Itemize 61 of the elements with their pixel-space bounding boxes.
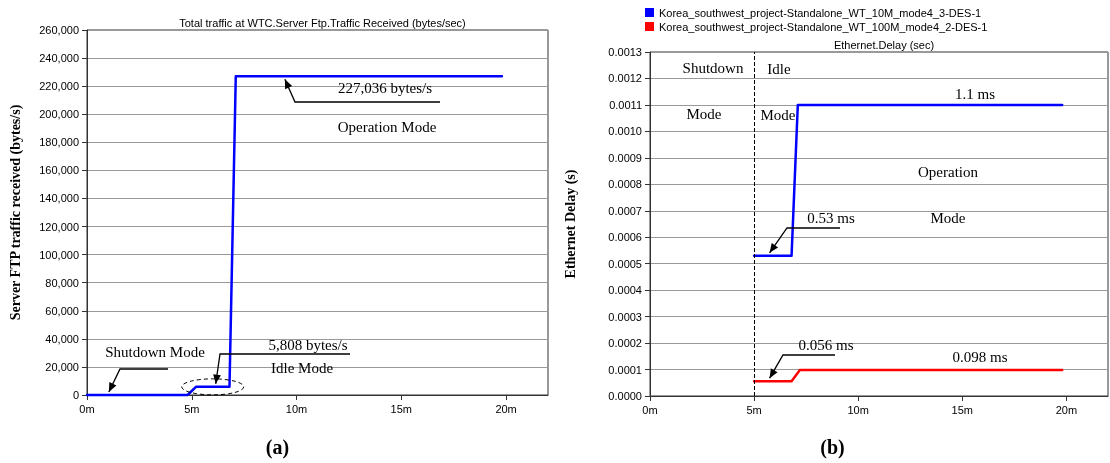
annotation: 0.056 ms bbox=[798, 337, 854, 353]
y-tick-label: 0.0004 bbox=[608, 284, 642, 297]
y-tick-label: 0.0012 bbox=[608, 72, 642, 85]
annotation: Operation bbox=[918, 164, 979, 180]
annotation: Operation Mode bbox=[337, 119, 437, 135]
annotation: Shutdown bbox=[682, 60, 744, 76]
annotation: 0.53 ms bbox=[807, 210, 855, 226]
y-tick-label: 0.0007 bbox=[608, 204, 642, 217]
y-tick-label: 0.0001 bbox=[608, 363, 642, 376]
y-tick-label: 140,000 bbox=[39, 192, 79, 205]
y-tick-label: 40,000 bbox=[45, 332, 79, 345]
legend-label: Korea_southwest_project-Standalone_WT_10M_mode4_3-DES-1 bbox=[659, 6, 982, 19]
x-tick-label: 5m bbox=[184, 402, 200, 415]
y-tick-label: 0.0011 bbox=[609, 98, 642, 111]
text: (a) bbox=[265, 436, 290, 459]
y-tick-label: 0.0010 bbox=[608, 125, 642, 138]
y-tick-label: 0.0002 bbox=[608, 337, 642, 350]
y-tick-label: 0.0013 bbox=[608, 46, 642, 58]
y-tick-label: 180,000 bbox=[39, 136, 79, 149]
x-tick-label: 10m bbox=[847, 403, 869, 416]
annotation: 0.098 ms bbox=[952, 349, 1008, 365]
x-tick-label: 0m bbox=[642, 403, 658, 416]
y-tick-label: 80,000 bbox=[45, 276, 79, 289]
x-tick-label: 0m bbox=[79, 402, 95, 415]
y-tick-label: 60,000 bbox=[45, 304, 79, 317]
y-tick-label: 0.0009 bbox=[608, 151, 642, 164]
y-axis-title: Ethernet Delay (s) bbox=[562, 169, 579, 279]
y-tick-label: 220,000 bbox=[39, 80, 79, 93]
annotation: Idle bbox=[767, 61, 791, 77]
y-tick-label: 260,000 bbox=[39, 24, 79, 36]
x-tick-label: 10m bbox=[285, 402, 308, 415]
y-tick-label: 0.0003 bbox=[608, 310, 642, 323]
annotation: Idle Mode bbox=[270, 360, 334, 376]
annotation: Mode bbox=[760, 107, 796, 123]
y-tick-label: 0.0006 bbox=[608, 231, 642, 244]
y-tick-label: 0.0005 bbox=[608, 257, 642, 270]
x-tick-label: 5m bbox=[746, 403, 762, 416]
x-tick-label: 20m bbox=[495, 402, 517, 415]
annotation: 227,036 bytes/s bbox=[337, 80, 433, 96]
annotation: Mode bbox=[930, 210, 966, 226]
annotation: 1.1 ms bbox=[954, 86, 996, 102]
x-tick-label: 20m bbox=[1055, 403, 1078, 416]
y-tick-label: 0 bbox=[72, 389, 79, 401]
y-tick-label: 0.0008 bbox=[608, 178, 642, 191]
y-tick-label: 160,000 bbox=[39, 164, 79, 177]
annotation: Mode bbox=[686, 106, 722, 122]
y-tick-label: 100,000 bbox=[39, 248, 79, 261]
y-tick-label: 200,000 bbox=[39, 108, 79, 121]
legend-label: Korea_southwest_project-Standalone_WT_100M_mode4_2-DES-1 bbox=[659, 20, 988, 33]
x-tick-label: 15m bbox=[951, 403, 973, 416]
annotation: 5,808 bytes/s bbox=[268, 337, 348, 353]
y-axis-title: Server FTP traffic received (bytes/s) bbox=[7, 104, 24, 321]
y-tick-label: 120,000 bbox=[39, 220, 79, 233]
text: (b) bbox=[820, 436, 845, 459]
chart-title: Ethernet.Delay (sec) bbox=[833, 38, 935, 51]
annotation: Shutdown Mode bbox=[105, 344, 206, 360]
x-tick-label: 15m bbox=[390, 402, 413, 415]
y-tick-label: 240,000 bbox=[39, 52, 79, 65]
chart-title: Total traffic at WTC.Server Ftp.Traffic Received (bytes/sec) bbox=[179, 16, 466, 29]
y-tick-label: 0.0000 bbox=[608, 390, 642, 402]
y-tick-label: 20,000 bbox=[45, 360, 79, 373]
